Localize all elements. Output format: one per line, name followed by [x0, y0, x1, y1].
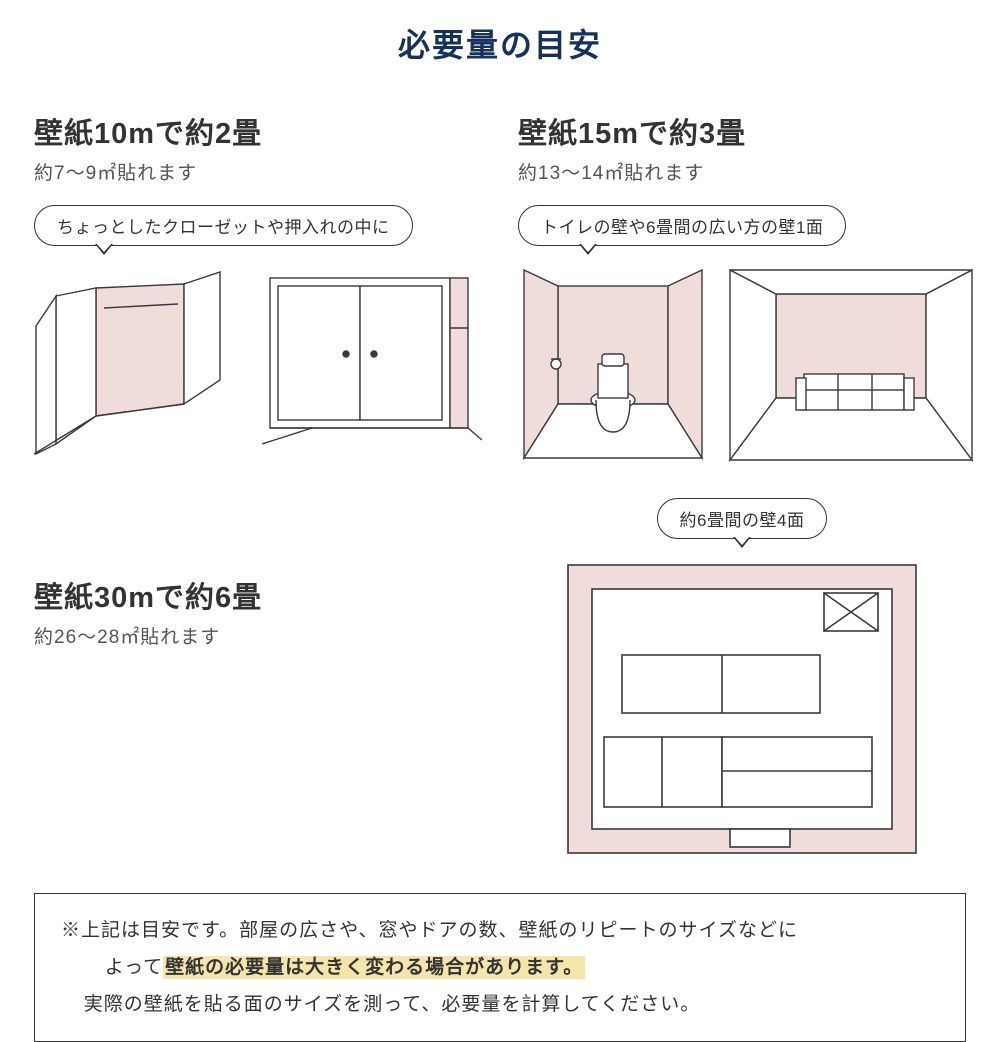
oshiire-icon — [262, 268, 482, 458]
note-highlight: 壁紙の必要量は大きく変わる場合があります。 — [163, 956, 585, 979]
block-30m-sub: 約26～28㎡貼れます — [34, 622, 482, 649]
note-line-1: ※上記は目安です。部屋の広さや、窓やドアの数、壁紙のリピートのサイズなどに — [61, 912, 939, 949]
block-10m-bubble: ちょっとしたクローゼットや押入れの中に — [34, 205, 413, 246]
block-15m: 壁紙15mで約3畳 約13～14㎡貼れます トイレの壁や6畳間の広い方の壁1面 — [518, 110, 976, 468]
block-10m-illust — [34, 268, 482, 458]
block-10m-heading: 壁紙10mで約2畳 — [34, 110, 482, 152]
guide-grid: 壁紙10mで約2畳 約7～9㎡貼れます ちょっとしたクローゼットや押入れの中に — [34, 110, 966, 488]
block-10m: 壁紙10mで約2畳 約7～9㎡貼れます ちょっとしたクローゼットや押入れの中に — [34, 110, 482, 468]
floorplan-6tatami-icon — [562, 559, 922, 859]
note-line-2: よって壁紙の必要量は大きく変わる場合があります。 — [61, 949, 939, 986]
block-15m-sub: 約13～14㎡貼れます — [518, 158, 976, 185]
block-30m-text: 壁紙30mで約6畳 約26～28㎡貼れます — [34, 498, 482, 669]
block-15m-illust — [518, 268, 976, 468]
closet-icon — [34, 268, 244, 458]
block-30m-figure: 約6畳間の壁4面 — [518, 498, 966, 859]
block-15m-bubble: トイレの壁や6畳間の広い方の壁1面 — [518, 205, 846, 246]
note-box: ※上記は目安です。部屋の広さや、窓やドアの数、壁紙のリピートのサイズなどに よっ… — [34, 893, 966, 1042]
note-line-2-prefix: よって — [105, 957, 163, 978]
block-15m-heading: 壁紙15mで約3畳 — [518, 110, 976, 152]
block-30m-heading: 壁紙30mで約6畳 — [34, 574, 482, 616]
page-title: 必要量の目安 — [34, 20, 966, 66]
room-one-wall-icon — [726, 268, 976, 468]
note-line-3: 実際の壁紙を貼る面のサイズを測って、必要量を計算してください。 — [61, 986, 939, 1023]
toilet-room-icon — [518, 268, 708, 468]
block-10m-sub: 約7～9㎡貼れます — [34, 158, 482, 185]
block-30m-bubble: 約6畳間の壁4面 — [657, 498, 828, 539]
block-30m: 壁紙30mで約6畳 約26～28㎡貼れます 約6畳間の壁4面 — [34, 498, 966, 859]
